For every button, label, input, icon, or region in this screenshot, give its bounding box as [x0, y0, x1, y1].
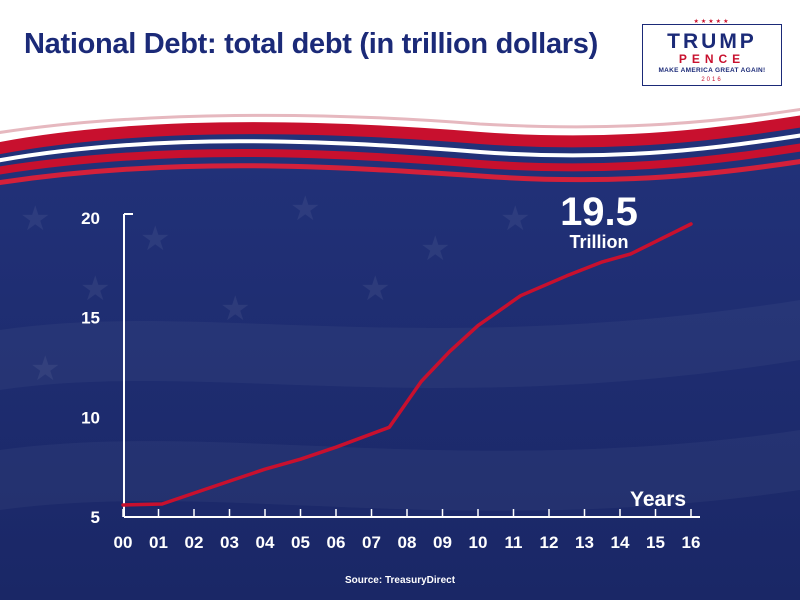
flag-background [0, 118, 800, 600]
annotation-value: 19.5 [560, 190, 638, 234]
annotation-unit: Trillion [569, 232, 629, 252]
x-axis-ticks: 00 01 02 03 04 05 06 07 08 09 10 11 12 13 14 15 16 [114, 509, 701, 552]
logo-stars: ★★★★★ [693, 19, 731, 25]
x-tick-label: 13 [575, 533, 594, 552]
logo-line2: PENCE [678, 52, 746, 66]
x-tick-label: 14 [611, 533, 630, 552]
x-tick-label: 06 [327, 533, 346, 552]
x-axis-label: Years [630, 488, 687, 511]
wave-band [0, 300, 800, 390]
x-tick-label: 15 [646, 533, 665, 552]
x-tick-label: 00 [114, 533, 133, 552]
logo-year: 2016 [701, 77, 723, 83]
y-axis-ticks: 5 10 15 20 [81, 209, 100, 527]
x-tick-label: 12 [540, 533, 559, 552]
axes [123, 213, 700, 518]
svg-text:★: ★ [140, 219, 170, 259]
svg-text:★: ★ [420, 229, 450, 269]
x-tick-label: 07 [362, 533, 381, 552]
y-tick-label: 15 [81, 309, 100, 328]
svg-text:★: ★ [80, 269, 110, 309]
y-tick-label: 20 [81, 209, 100, 228]
series-group [121, 222, 693, 507]
y-tick-label: 5 [91, 508, 100, 527]
x-tick-label: 08 [398, 533, 417, 552]
logo-slogan: MAKE AMERICA GREAT AGAIN! [658, 67, 766, 74]
campaign-logo: ★★★★★ TRUMP PENCE MAKE AMERICA GREAT AGA… [642, 19, 782, 86]
svg-text:★: ★ [360, 269, 390, 309]
x-tick-label: 11 [505, 533, 523, 552]
svg-text:★: ★ [290, 189, 320, 229]
logo-line1: TRUMP [667, 30, 757, 53]
flag-stripes [0, 108, 800, 186]
chart-title: National Debt: total debt (in trillion d… [24, 28, 598, 60]
svg-text:★: ★ [30, 349, 60, 389]
svg-text:★: ★ [20, 199, 50, 239]
x-tick-label: 10 [469, 533, 488, 552]
x-tick-label: 05 [291, 533, 310, 552]
x-tick-label: 09 [433, 533, 452, 552]
x-tick-label: 02 [185, 533, 204, 552]
y-tick-label: 10 [81, 408, 100, 427]
source-note: Source: TreasuryDirect [344, 575, 456, 586]
x-tick-label: 01 [149, 533, 168, 552]
svg-text:★: ★ [220, 289, 250, 329]
svg-text:★: ★ [500, 199, 530, 239]
x-tick-label: 16 [682, 533, 701, 552]
debt-series-line [121, 222, 693, 507]
faint-stars: ★ ★ ★ ★ ★ ★ ★ ★ ★ [20, 189, 530, 389]
x-tick-label: 03 [220, 533, 239, 552]
x-tick-label: 04 [256, 533, 275, 552]
